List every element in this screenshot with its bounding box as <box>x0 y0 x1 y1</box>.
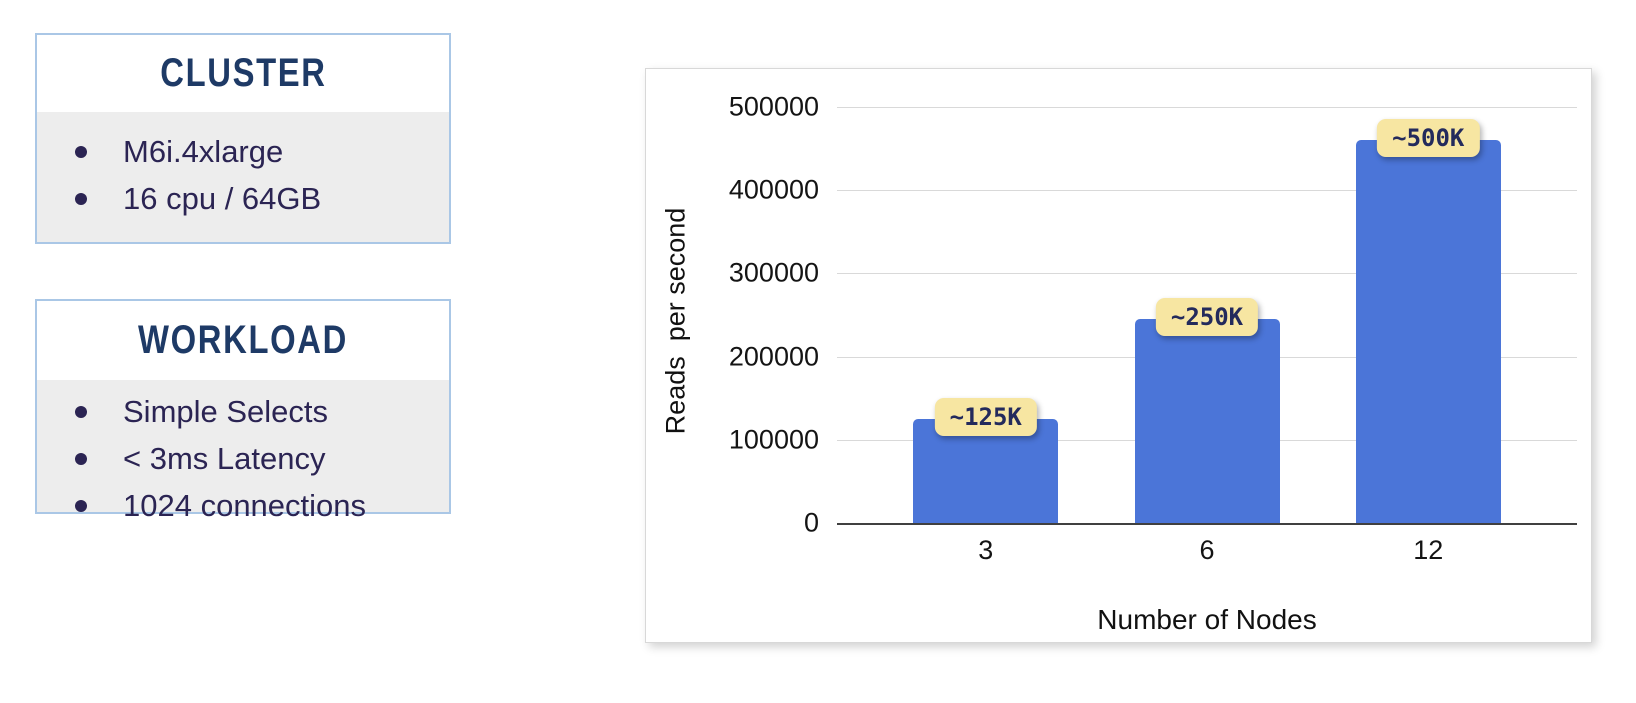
gridline <box>837 190 1577 192</box>
y-axis-title: Reads per second <box>660 207 691 435</box>
workload-box: WORKLOAD Simple Selects < 3ms Latency 10… <box>35 299 451 523</box>
y-tick-label: 300000 <box>728 257 819 288</box>
x-axis-title: Number of Nodes <box>1097 604 1317 635</box>
bullet-icon <box>75 452 87 465</box>
list-item-label: Simple Selects <box>123 393 329 429</box>
cluster-box-body: M6i.4xlarge 16 cpu / 64GB <box>37 112 449 242</box>
bullet-icon <box>75 405 87 418</box>
chart-bar-6-nodes <box>1134 319 1280 523</box>
workload-box-title: WORKLOAD <box>138 318 348 362</box>
value-badge: ~250K <box>1155 298 1259 337</box>
list-item-label: 1024 connections <box>123 487 367 523</box>
list-item: 1024 connections <box>37 482 449 529</box>
x-axis-line <box>837 523 1577 525</box>
list-item: < 3ms Latency <box>37 435 449 482</box>
list-item: M6i.4xlarge <box>37 128 449 175</box>
cluster-box: CLUSTER M6i.4xlarge 16 cpu / 64GB <box>35 33 451 244</box>
cluster-box-header: CLUSTER <box>37 35 449 112</box>
workload-box-header: WORKLOAD <box>37 301 449 380</box>
value-badge: ~125K <box>934 398 1037 436</box>
y-tick-label: 400000 <box>728 174 819 205</box>
y-tick-label: 0 <box>803 507 819 538</box>
x-tick-label: 6 <box>1199 535 1215 565</box>
list-item-label: 16 cpu / 64GB <box>123 180 322 216</box>
cluster-box-title: CLUSTER <box>159 51 327 95</box>
list-item-label: < 3ms Latency <box>123 440 326 476</box>
chart-card: Reads per second 0 100000 200000 300000 4000… <box>645 68 1592 643</box>
y-tick-label: 100000 <box>728 424 819 455</box>
gridline <box>837 107 1577 108</box>
bullet-icon <box>75 192 87 205</box>
x-tick-label: 3 <box>978 535 994 565</box>
bullet-icon <box>75 145 87 158</box>
list-item: Simple Selects <box>37 388 449 435</box>
chart-bar-3-nodes <box>913 419 1059 523</box>
y-tick-label: 500000 <box>728 91 819 122</box>
y-tick-label: 200000 <box>728 341 819 372</box>
value-badge: ~500K <box>1377 119 1480 158</box>
bullet-icon <box>75 499 87 512</box>
list-item-label: M6i.4xlarge <box>123 133 284 169</box>
x-tick-label: 12 <box>1413 535 1444 565</box>
list-item: 16 cpu / 64GB <box>37 175 449 222</box>
gridline <box>837 273 1577 275</box>
chart-bar-12-nodes <box>1355 140 1501 523</box>
workload-box-body: Simple Selects < 3ms Latency 1024 connec… <box>37 380 449 523</box>
